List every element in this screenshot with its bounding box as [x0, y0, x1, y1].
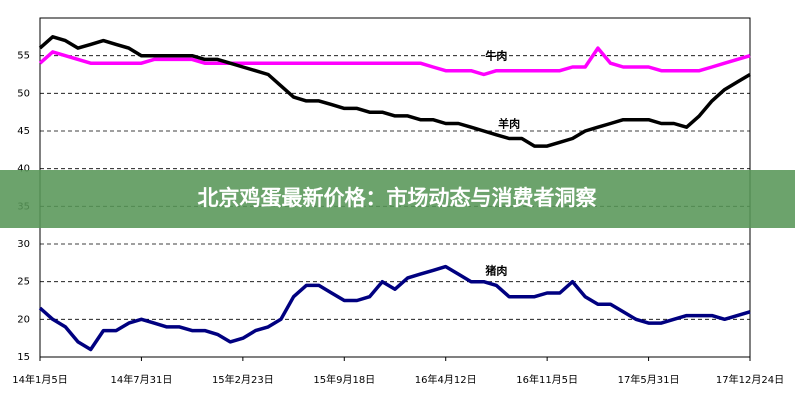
series-line	[38, 264, 751, 352]
series-line	[38, 35, 751, 148]
x-tick-label: 14年1月5日	[12, 373, 67, 386]
chart-title: 北京鸡蛋最新价格：市场动态与消费者洞察	[198, 186, 598, 210]
x-tick-label: 16年11月5日	[516, 373, 578, 386]
y-tick-label: 45	[17, 126, 30, 137]
y-tick-label: 30	[17, 239, 30, 250]
y-tick-label: 50	[17, 88, 30, 99]
x-tick-label: 16年4月12日	[415, 373, 477, 386]
series-label: 羊肉	[498, 117, 520, 131]
x-tick-label: 15年9月18日	[313, 373, 375, 386]
y-tick-label: 15	[17, 352, 30, 363]
x-tick-label: 17年5月31日	[618, 373, 680, 386]
x-tick-label: 15年2月23日	[212, 373, 274, 386]
y-tick-label: 25	[17, 277, 30, 288]
title-banner	[0, 170, 795, 228]
x-tick-label: 17年12月24日	[716, 373, 784, 386]
y-tick-label: 20	[17, 314, 30, 325]
series-line	[38, 46, 751, 77]
y-tick-label: 55	[17, 51, 30, 62]
x-tick-label: 14年7月31日	[111, 373, 173, 386]
y-tick-label: 40	[17, 164, 30, 175]
series-label: 牛肉	[485, 49, 507, 63]
series-label: 猪肉	[484, 263, 507, 277]
